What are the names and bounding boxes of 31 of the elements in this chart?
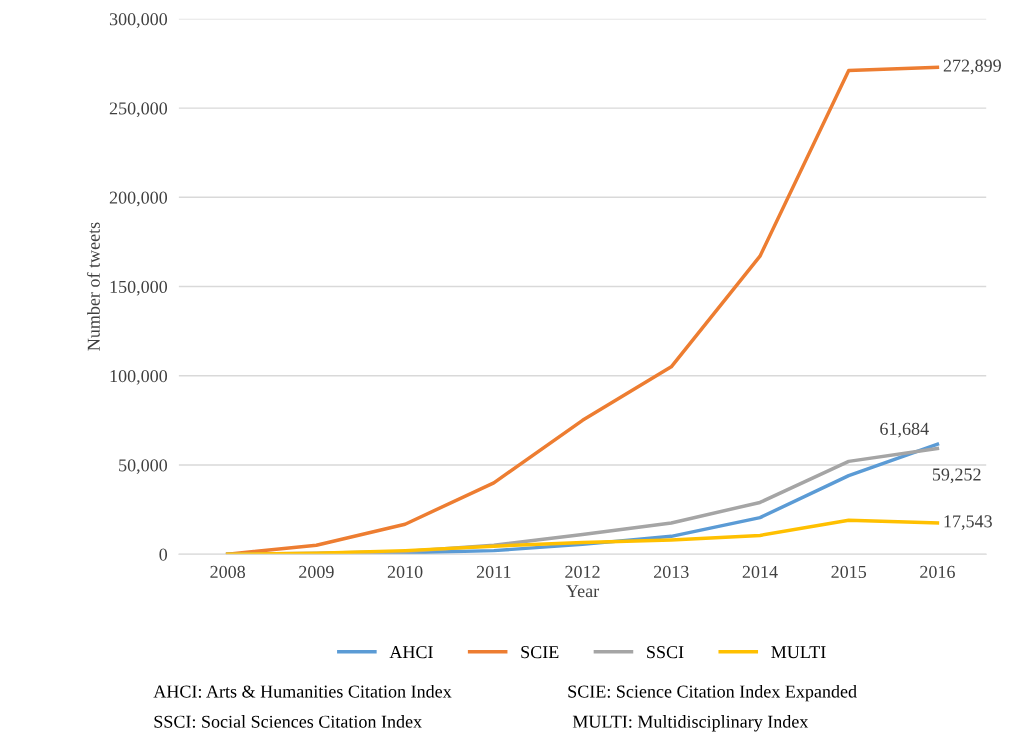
x-tick-label: 2012 [565, 565, 600, 579]
text: SCIE: Science Citation Index Expanded [568, 684, 857, 702]
x-tick-label: 2008 [210, 565, 246, 579]
x-tick-label: 2016 [920, 565, 955, 579]
y-tick-label: 200,000 [109, 191, 168, 207]
y-tick-label: 50,000 [119, 459, 168, 475]
text: AHCI: Arts & Humanities Citation Index [153, 684, 452, 698]
x-tick-label: 2011 [476, 565, 511, 579]
legend-label: MULTI [771, 646, 826, 659]
x-axis-title: Year [566, 585, 600, 598]
x-tick-label: 2015 [831, 565, 867, 579]
x-tick-label: 2010 [387, 565, 423, 579]
y-tick-label: 150,000 [110, 280, 168, 296]
x-tick-label: 2014 [742, 565, 778, 579]
y-tick-label: 0 [159, 548, 168, 561]
data-label: 59,252 [932, 468, 981, 484]
x-tick-label: 2009 [299, 565, 334, 579]
y-tick-label: 100,000 [110, 370, 168, 385]
y-tick-label: 300,000 [109, 13, 168, 28]
legend-label: SCIE [521, 646, 559, 659]
y-tick-label: 250,000 [109, 102, 168, 118]
y-axis-title: Number of tweets [86, 222, 100, 351]
x-tick-label: 2013 [654, 565, 689, 579]
text: SSCI: Social Sciences Citation Index [154, 715, 422, 728]
data-label: 17,543 [944, 515, 992, 530]
line-series [225, 518, 940, 555]
legend-label: AHCI [389, 646, 433, 659]
legend-label: SSCI [647, 646, 684, 659]
text: MULTI: Multidisciplinary Index [572, 715, 809, 732]
data-label: 272,899 [943, 59, 1001, 75]
data-label: 61,684 [880, 422, 929, 438]
